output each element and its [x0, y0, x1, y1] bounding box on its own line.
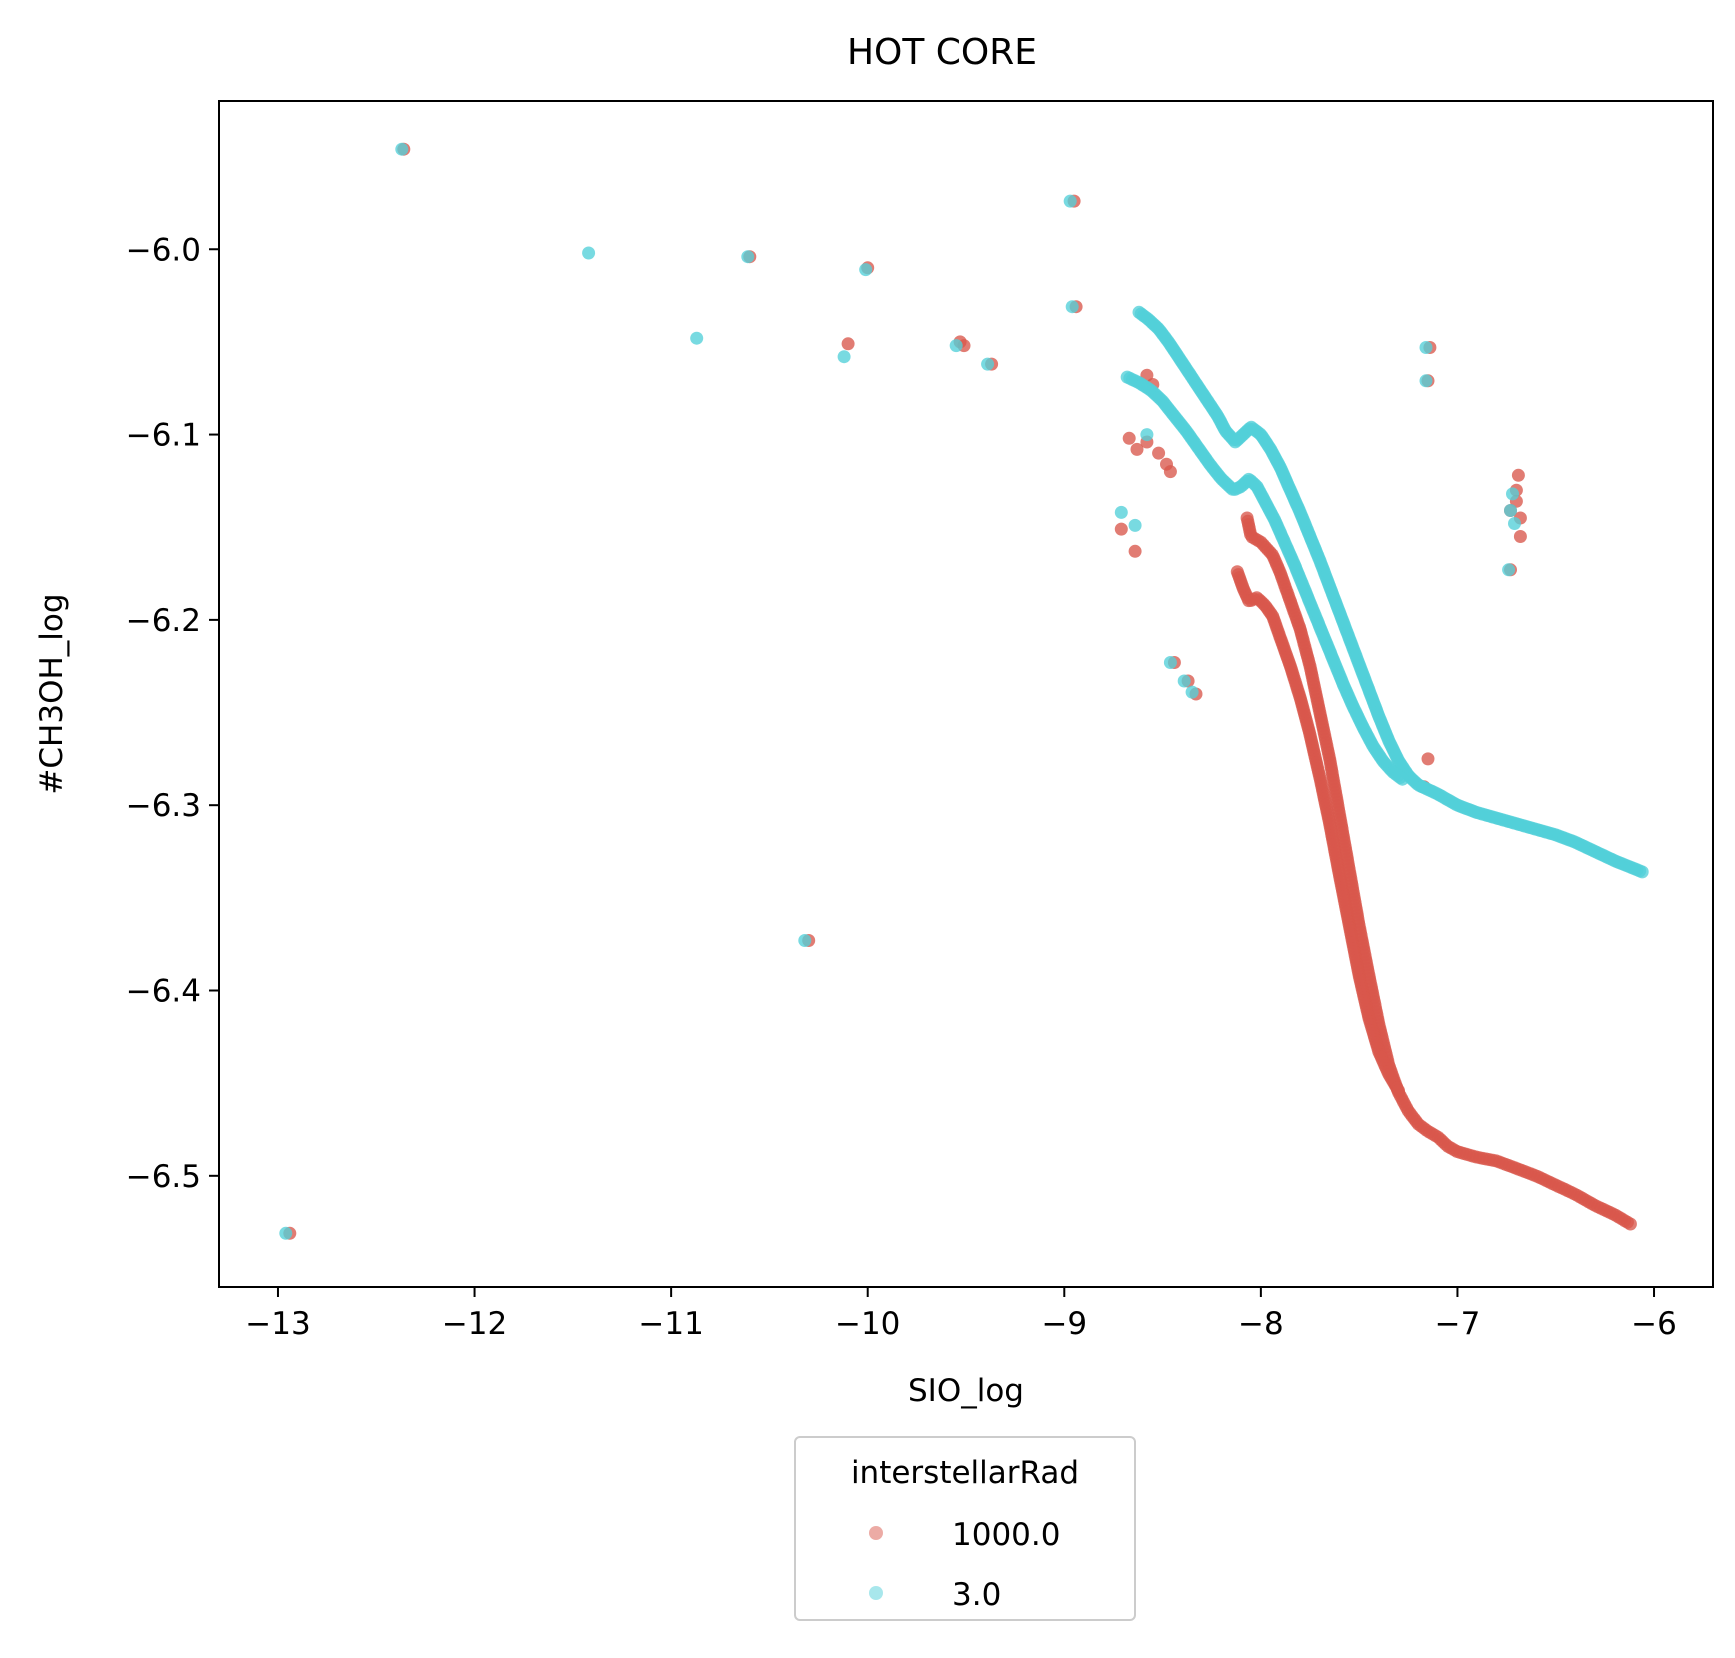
- x-tick-label: −12: [442, 1306, 507, 1342]
- y-tick-label: −6.0: [126, 232, 201, 268]
- point-rad-3: [1504, 504, 1517, 517]
- legend-label-1000: 1000.0: [952, 1517, 1060, 1553]
- point-rad-3: [859, 263, 873, 277]
- point-rad-1000: [1163, 465, 1177, 479]
- y-tick-label: −6.5: [126, 1159, 201, 1195]
- point-rad-1000: [1421, 752, 1435, 766]
- point-rad-1000: [1152, 446, 1166, 460]
- x-tick-label: −8: [1238, 1306, 1284, 1342]
- y-axis: −6.0 −6.1 −6.2 −6.3 −6.4 −6.5: [126, 232, 219, 1195]
- point-rad-3: [279, 1226, 293, 1240]
- point-rad-3: [690, 331, 704, 345]
- point-rad-3: [1502, 563, 1516, 577]
- point-rad-3: [1395, 772, 1409, 786]
- x-tick-label: −6: [1631, 1306, 1677, 1342]
- point-rad-3: [1065, 300, 1079, 314]
- point-rad-3: [1419, 374, 1433, 388]
- point-rad-3: [1185, 685, 1199, 699]
- y-tick-label: −6.2: [126, 603, 201, 639]
- point-rad-1000: [1128, 544, 1142, 558]
- point-rad-3: [1114, 505, 1128, 519]
- point-rad-3: [1140, 428, 1154, 442]
- point-rad-1000: [1392, 1084, 1405, 1098]
- legend: interstellarRad 1000.0 3.0: [794, 1436, 1136, 1621]
- y-tick-label: −6.3: [126, 788, 201, 824]
- point-rad-3: [1506, 487, 1519, 501]
- chart-title: HOT CORE: [847, 32, 1037, 73]
- point-rad-1000: [1114, 522, 1128, 536]
- point-rad-3: [395, 142, 409, 156]
- x-axis-label: SIO_log: [908, 1373, 1024, 1409]
- legend-box: [794, 1436, 1136, 1621]
- point-rad-3: [1635, 865, 1649, 879]
- point-rad-3: [981, 357, 995, 371]
- point-rad-1000: [1130, 442, 1144, 456]
- point-rad-3: [798, 934, 812, 947]
- point-rad-1000: [1511, 468, 1525, 482]
- point-rad-3: [582, 246, 596, 260]
- point-rad-3: [741, 250, 755, 264]
- point-rad-3: [1419, 341, 1433, 354]
- legend-marker-1000: [869, 1526, 883, 1540]
- y-tick-label: −6.1: [126, 418, 201, 454]
- point-rad-1000: [841, 337, 855, 351]
- legend-marker-3: [869, 1586, 883, 1600]
- x-tick-label: −13: [245, 1306, 310, 1342]
- legend-title: interstellarRad: [851, 1455, 1079, 1491]
- y-axis-label: #CH3OH_log: [34, 593, 70, 794]
- x-tick-label: −11: [638, 1306, 703, 1342]
- point-rad-3: [1128, 518, 1142, 532]
- point-rad-1000: [1623, 1217, 1637, 1231]
- point-rad-1000: [1122, 431, 1136, 445]
- x-tick-label: −10: [835, 1306, 900, 1342]
- legend-label-3: 3.0: [952, 1577, 1001, 1613]
- point-rad-1000: [1513, 530, 1527, 543]
- point-rad-3: [1063, 194, 1077, 208]
- x-axis: −13 −12 −11 −10 −9 −8 −7 −6: [245, 1287, 1677, 1342]
- point-rad-3: [1177, 674, 1191, 688]
- plot-points: [279, 142, 1649, 1240]
- point-rad-3: [1163, 656, 1177, 669]
- point-rad-3: [1508, 517, 1521, 530]
- point-rad-3: [949, 339, 963, 353]
- x-tick-label: −9: [1041, 1306, 1087, 1342]
- point-rad-3: [1415, 780, 1429, 794]
- point-rad-3: [837, 350, 851, 364]
- y-tick-label: −6.4: [126, 974, 201, 1010]
- x-tick-label: −7: [1435, 1306, 1481, 1342]
- plot-frame: [218, 100, 1714, 1288]
